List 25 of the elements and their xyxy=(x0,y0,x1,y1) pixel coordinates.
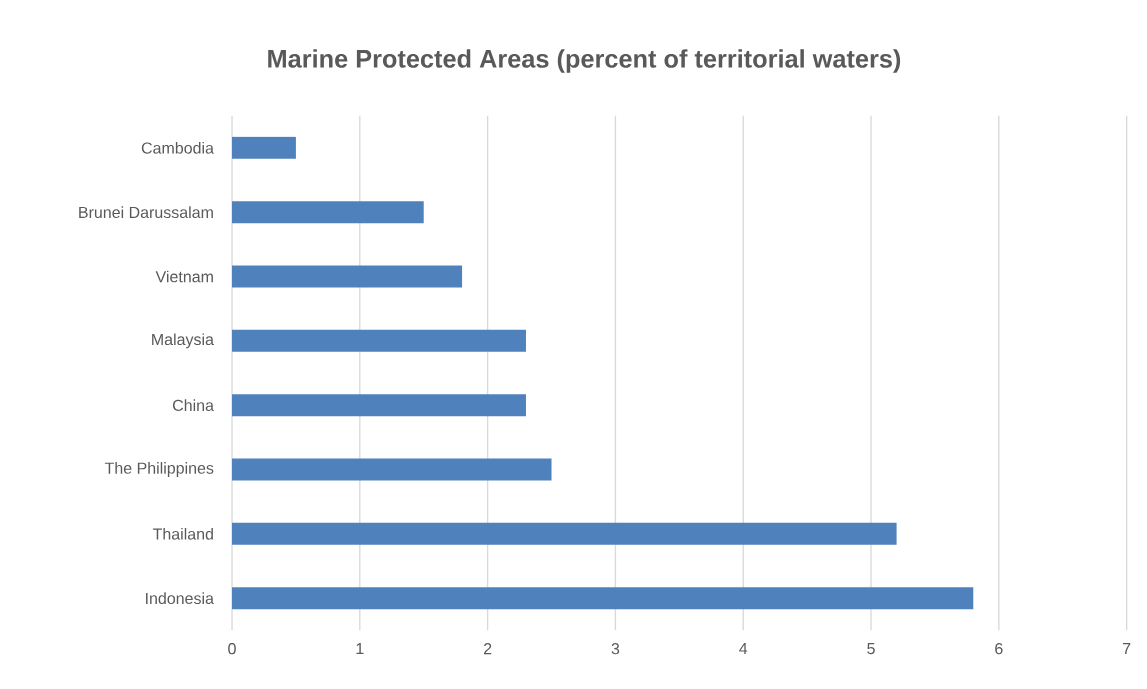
bar xyxy=(232,329,526,352)
x-tick-label: 4 xyxy=(739,643,748,655)
y-tick-label: China xyxy=(172,399,214,412)
y-tick-label: Vietnam xyxy=(155,270,213,283)
bar xyxy=(232,587,974,610)
y-tick-label: Brunei Darussalam xyxy=(79,206,213,219)
x-tick-label: 1 xyxy=(356,643,364,655)
x-tick-label: 6 xyxy=(995,643,1003,655)
bar xyxy=(232,394,526,417)
bar xyxy=(232,136,296,159)
y-tick-label: Cambodia xyxy=(141,141,214,154)
y-tick-label: Thailand xyxy=(152,527,213,540)
x-tick-label: 3 xyxy=(611,643,620,655)
bar xyxy=(232,458,552,481)
bar xyxy=(232,265,463,288)
x-tick-label: 5 xyxy=(867,643,875,655)
y-tick-label: The Philippines xyxy=(104,462,214,477)
x-tick-label: 0 xyxy=(228,643,236,655)
bar xyxy=(232,201,424,224)
y-tick-label: Indonesia xyxy=(146,592,214,605)
y-tick-label: Malaysia xyxy=(152,333,214,349)
x-tick-label: 2 xyxy=(483,643,492,655)
x-tick-label: 7 xyxy=(1123,643,1131,655)
bar xyxy=(232,522,897,545)
chart-title: Marine Protected Areas (percent of territorial waters) xyxy=(268,49,901,73)
